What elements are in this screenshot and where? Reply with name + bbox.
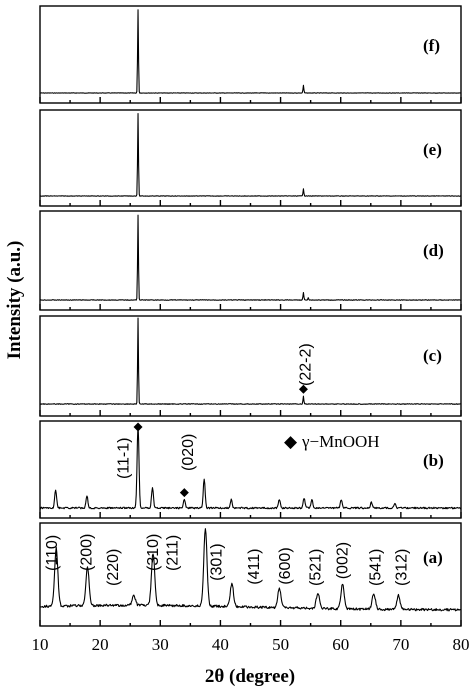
hkl-label: (11-1) (115, 438, 132, 480)
hkl-label: (211) (165, 535, 182, 571)
panel-frame (39, 315, 462, 417)
legend-marker: ◆ (284, 432, 298, 451)
panel-label-e: (e) (423, 140, 442, 159)
x-tick-labels: 10 20 30 40 50 60 70 80 (32, 635, 470, 654)
panel-frame (39, 210, 462, 311)
pattern-line-b (39, 424, 462, 510)
pattern-line-e (39, 113, 462, 197)
x-tick-label: 80 (453, 635, 470, 654)
mnooh-diamond-marker (133, 422, 143, 432)
pattern-line-f (39, 9, 462, 94)
mnooh-diamond-marker (179, 488, 189, 498)
pattern-line-a (39, 528, 462, 612)
panel-e: (e) (39, 109, 462, 207)
panel-label-c: (c) (423, 346, 442, 365)
panel-d: (d) (39, 210, 462, 311)
hkl-label: (411) (246, 549, 263, 585)
legend: ◆ γ−MnOOH (284, 432, 380, 451)
panel-frame (39, 420, 462, 519)
legend-label: γ−MnOOH (301, 432, 380, 451)
panel-label-f: (f) (423, 36, 440, 55)
panel-label-a: (a) (423, 548, 443, 567)
x-axis-title: 2θ (degree) (205, 666, 295, 687)
panel-f: (f) (39, 5, 462, 104)
hkl-label: (110) (44, 535, 61, 571)
hkl-label: (312) (393, 549, 410, 586)
panel-a: (a) (110) (200) (220) (310) (211) (301) (411) (6… (39, 522, 462, 627)
x-tick-label: 70 (392, 635, 409, 654)
panel-frame (39, 109, 462, 207)
panel-label-b: (b) (423, 451, 444, 470)
x-tick-label: 30 (152, 635, 169, 654)
panel-frame (39, 5, 462, 104)
x-tick-label: 10 (32, 635, 49, 654)
mnooh-diamond-marker (298, 384, 308, 394)
panel-label-d: (d) (423, 241, 444, 260)
y-axis-title: Intensity (a.u.) (4, 241, 25, 360)
hkl-label: (200) (79, 534, 96, 571)
hkl-label: (22-2) (298, 343, 315, 386)
pattern-line-d (39, 214, 462, 301)
panel-b: (b) (11-1) (020) (39, 420, 462, 519)
hkl-label: (600) (277, 547, 294, 584)
hkl-label: (310) (145, 534, 162, 571)
x-tick-label: 50 (272, 635, 289, 654)
hkl-label: (002) (334, 542, 351, 579)
panel-c: (c) (22-2) (39, 315, 462, 417)
hkl-label: (541) (367, 549, 384, 586)
panels-group: (f) (e) (d) (c) (22-2) (b) (11-1) (020) (a) (110)… (39, 5, 462, 627)
hkl-label: (020) (180, 434, 197, 471)
x-tick-label: 60 (332, 635, 349, 654)
hkl-label: (301) (209, 543, 226, 580)
x-tick-label: 20 (92, 635, 109, 654)
x-tick-label: 40 (212, 635, 229, 654)
pattern-line-c (39, 317, 462, 405)
hkl-label: (220) (105, 549, 122, 586)
hkl-label: (521) (307, 549, 324, 586)
